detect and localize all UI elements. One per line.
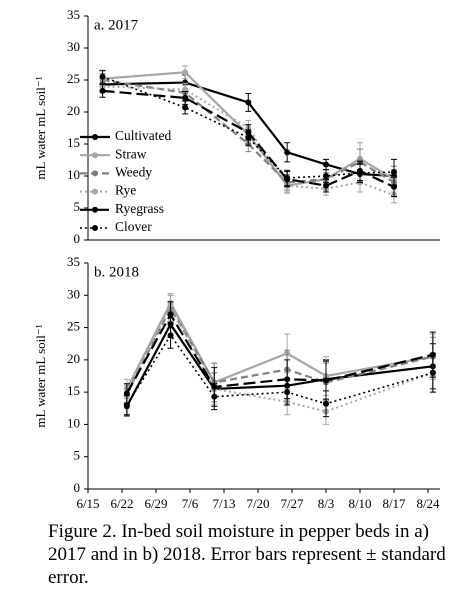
- series-line: [125, 312, 434, 394]
- y-tick-label: 0: [74, 231, 81, 246]
- legend-marker: [92, 170, 98, 177]
- y-axis-label: mL water mL soil⁻¹: [33, 76, 48, 179]
- legend-label: Cultivated: [115, 128, 171, 143]
- x-tick-label: 8/24: [416, 496, 440, 511]
- legend-marker: [92, 225, 98, 231]
- y-tick-label: 20: [67, 103, 80, 118]
- caption: Figure 2. In-bed soil moisture in pepper…: [48, 521, 446, 588]
- x-tick-label: 7/6: [182, 496, 199, 511]
- data-point: [429, 369, 436, 376]
- data-point: [391, 169, 397, 176]
- data-point: [123, 402, 130, 409]
- x-tick-label: 8/3: [318, 496, 335, 511]
- series-line: [125, 322, 433, 407]
- data-point: [99, 87, 106, 94]
- data-point: [323, 161, 329, 168]
- panel-title: a. 2017: [94, 17, 139, 33]
- legend-marker: [92, 134, 98, 140]
- x-tick-label: 6/15: [76, 496, 99, 511]
- data-point: [323, 400, 329, 407]
- legend-marker: [92, 206, 98, 213]
- series-line: [125, 305, 434, 394]
- data-point: [167, 332, 174, 339]
- legend-marker: [92, 188, 98, 195]
- y-tick-label: 25: [67, 319, 80, 334]
- data-point: [167, 311, 174, 318]
- data-point: [284, 389, 291, 396]
- data-point: [323, 377, 329, 384]
- x-tick-label: 6/29: [144, 496, 167, 511]
- legend-marker: [92, 152, 98, 159]
- legend-label: Weedy: [115, 164, 152, 179]
- data-point: [182, 104, 189, 111]
- y-tick-label: 30: [67, 39, 80, 54]
- y-tick-label: 35: [67, 7, 80, 22]
- data-point: [182, 94, 189, 101]
- data-point: [323, 182, 329, 189]
- y-tick-label: 10: [67, 415, 80, 430]
- data-point: [245, 99, 252, 106]
- x-tick-label: 7/13: [212, 496, 235, 511]
- x-tick-label: 7/27: [280, 496, 304, 511]
- y-tick-label: 35: [67, 254, 80, 269]
- x-tick-label: 8/10: [348, 496, 371, 511]
- panel-title: b. 2018: [94, 264, 139, 280]
- data-point: [99, 73, 106, 80]
- y-tick-label: 20: [67, 351, 80, 366]
- data-point: [284, 149, 291, 156]
- legend-label: Clover: [115, 219, 152, 234]
- y-tick-label: 0: [74, 480, 81, 495]
- x-tick-label: 6/22: [110, 496, 133, 511]
- chart: 0 5 10 15 20 25 30 35 a. 2017 mL water mL soil⁻¹ C…: [33, 7, 440, 511]
- x-tick-label: 8/17: [382, 496, 406, 511]
- data-point: [182, 69, 189, 76]
- series-line: [125, 300, 434, 390]
- y-tick-label: 5: [74, 448, 81, 463]
- data-point: [245, 134, 252, 141]
- x-tick-label: 7/20: [246, 496, 269, 511]
- legend-label: Straw: [115, 146, 147, 161]
- data-point: [357, 169, 363, 176]
- data-point: [182, 79, 189, 86]
- y-tick-label: 15: [67, 135, 80, 150]
- y-tick-label: 10: [67, 167, 80, 182]
- y-tick-label: 25: [67, 71, 80, 86]
- data-point: [211, 393, 218, 400]
- y-tick-label: 15: [67, 383, 80, 398]
- legend-label: Ryegrass: [115, 201, 164, 216]
- y-axis-label: mL water mL soil⁻¹: [33, 324, 48, 427]
- data-point: [323, 173, 329, 179]
- data-point: [284, 174, 291, 181]
- legend-label: Rye: [115, 183, 136, 198]
- y-tick-label: 30: [67, 286, 80, 301]
- y-tick-label: 5: [74, 199, 81, 214]
